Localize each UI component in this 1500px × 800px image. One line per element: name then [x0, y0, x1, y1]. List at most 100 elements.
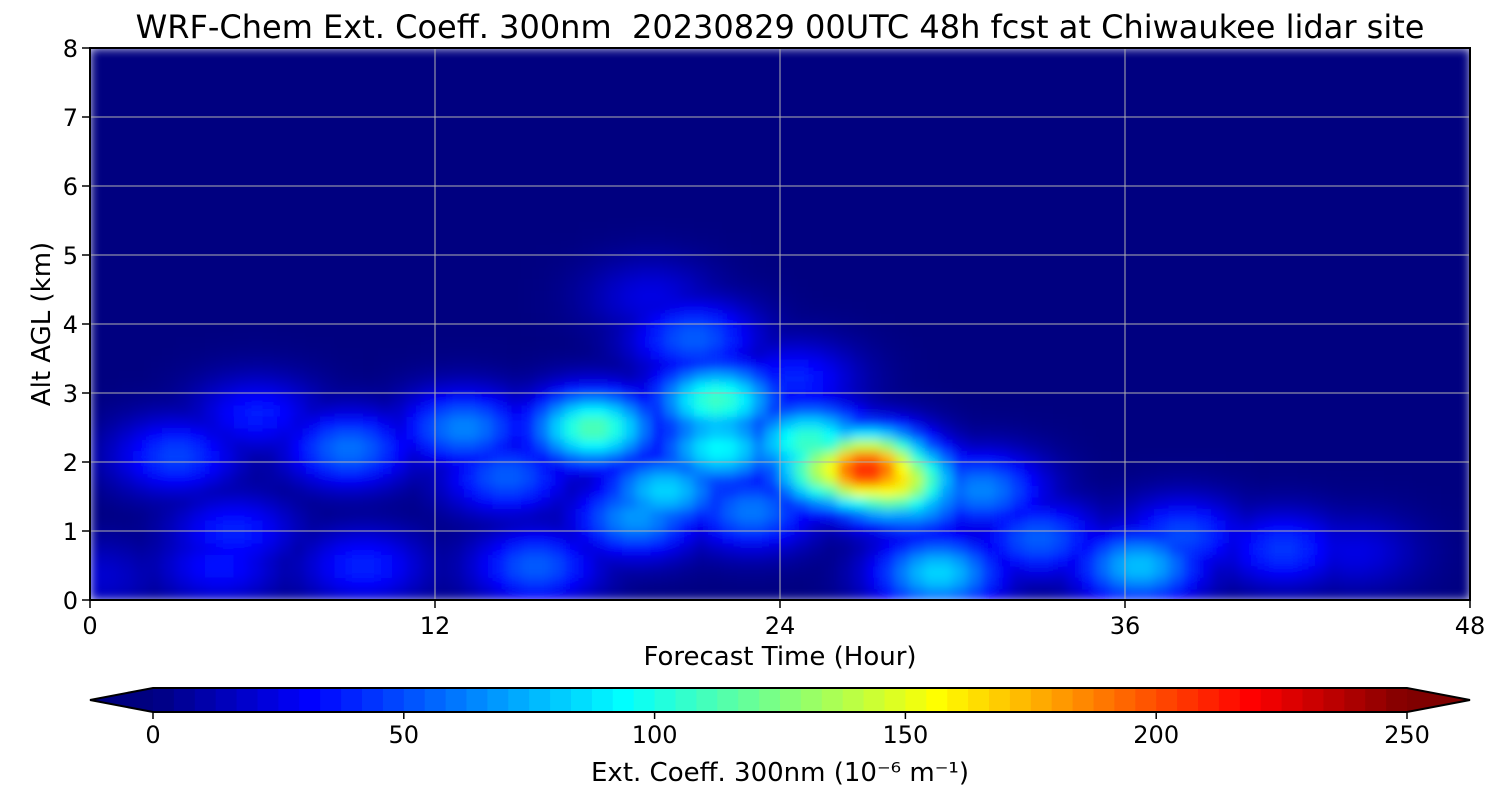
heatmap-cell — [880, 174, 896, 187]
heatmap-cell — [1010, 508, 1026, 521]
heatmap-cell — [966, 358, 983, 371]
heatmap-cell — [1383, 404, 1399, 417]
colorbar-step — [947, 688, 969, 712]
heatmap-cell — [420, 59, 436, 72]
heatmap-cell — [851, 117, 868, 130]
heatmap-cell — [363, 393, 379, 406]
heatmap-cell — [550, 140, 566, 153]
heatmap-cell — [276, 588, 293, 600]
heatmap-cell — [1412, 197, 1428, 210]
heatmap-cell — [420, 128, 436, 141]
heatmap-cell — [1153, 186, 1169, 199]
heatmap-cell — [1081, 324, 1098, 337]
heatmap-cell — [1398, 174, 1414, 187]
heatmap-cell — [1369, 243, 1385, 256]
heatmap-cell — [118, 335, 134, 348]
heatmap-cell — [981, 243, 997, 256]
heatmap-cell — [794, 347, 810, 360]
heatmap-cell — [320, 312, 336, 325]
heatmap-cell — [923, 117, 939, 130]
heatmap-cell — [305, 531, 321, 544]
heatmap-cell — [305, 266, 321, 279]
heatmap-cell — [1024, 324, 1040, 337]
heatmap-cell — [1096, 531, 1112, 544]
heatmap-cell — [133, 358, 149, 371]
heatmap-cell — [535, 577, 551, 590]
heatmap-cell — [1168, 519, 1184, 532]
heatmap-cell — [90, 588, 106, 600]
heatmap-cell — [708, 140, 724, 153]
heatmap-cell — [578, 427, 594, 440]
heatmap-cell — [406, 508, 422, 521]
heatmap-cell — [751, 289, 767, 302]
heatmap-cell — [248, 232, 264, 245]
heatmap-cell — [621, 565, 638, 578]
heatmap-cell — [1441, 105, 1457, 118]
heatmap-cell — [665, 105, 681, 118]
heatmap-cell — [923, 140, 939, 153]
heatmap-cell — [938, 462, 954, 475]
heatmap-cell — [291, 163, 307, 176]
heatmap-cell — [190, 174, 206, 187]
heatmap-cell — [377, 439, 393, 452]
heatmap-cell — [995, 496, 1011, 509]
heatmap-cell — [1038, 358, 1054, 371]
heatmap-cell — [1383, 450, 1399, 463]
heatmap-cell — [1081, 128, 1098, 141]
heatmap-cell — [1326, 117, 1342, 130]
heatmap-cell — [320, 542, 336, 555]
heatmap-cell — [621, 243, 638, 256]
heatmap-cell — [1426, 335, 1443, 348]
heatmap-cell — [219, 232, 235, 245]
heatmap-cell — [248, 347, 264, 360]
heatmap-cell — [722, 220, 738, 233]
heatmap-cell — [1096, 358, 1112, 371]
heatmap-cell — [837, 209, 853, 222]
heatmap-cell — [391, 174, 408, 187]
heatmap-cell — [621, 404, 638, 417]
heatmap-cell — [923, 266, 939, 279]
heatmap-cell — [248, 554, 264, 567]
heatmap-cell — [118, 508, 134, 521]
heatmap-cell — [478, 117, 494, 130]
heatmap-cell — [377, 508, 393, 521]
heatmap-cell — [851, 519, 868, 532]
heatmap-cell — [1110, 335, 1126, 348]
heatmap-cell — [506, 542, 523, 555]
heatmap-cell — [1326, 59, 1342, 72]
heatmap-cell — [1211, 255, 1227, 268]
heatmap-cell — [823, 128, 839, 141]
heatmap-cell — [348, 128, 364, 141]
heatmap-cell — [1153, 370, 1169, 383]
heatmap-cell — [593, 416, 609, 429]
heatmap-cell — [1024, 174, 1040, 187]
heatmap-cell — [751, 105, 767, 118]
heatmap-cell — [1196, 151, 1213, 164]
heatmap-cell — [1182, 71, 1198, 84]
heatmap-cell — [621, 347, 638, 360]
heatmap-cell — [952, 565, 968, 578]
heatmap-cell — [636, 508, 652, 521]
heatmap-cell — [492, 243, 508, 256]
heatmap-cell — [880, 140, 896, 153]
heatmap-cell — [161, 381, 178, 394]
heatmap-cell — [1398, 151, 1414, 164]
heatmap-cell — [190, 473, 206, 486]
heatmap-cell — [233, 163, 249, 176]
heatmap-cell — [1053, 416, 1069, 429]
heatmap-cell — [320, 220, 336, 233]
heatmap-cell — [837, 531, 853, 544]
heatmap-cell — [449, 186, 465, 199]
heatmap-cell — [593, 128, 609, 141]
heatmap-cell — [90, 404, 106, 417]
heatmap-cell — [995, 393, 1011, 406]
heatmap-cell — [463, 163, 479, 176]
heatmap-cell — [679, 278, 695, 291]
heatmap-cell — [1412, 577, 1428, 590]
heatmap-cell — [765, 427, 781, 440]
heatmap-cell — [808, 347, 824, 360]
heatmap-cell — [1096, 48, 1112, 61]
heatmap-cell — [535, 496, 551, 509]
heatmap-cell — [995, 462, 1011, 475]
heatmap-cell — [1225, 381, 1241, 394]
